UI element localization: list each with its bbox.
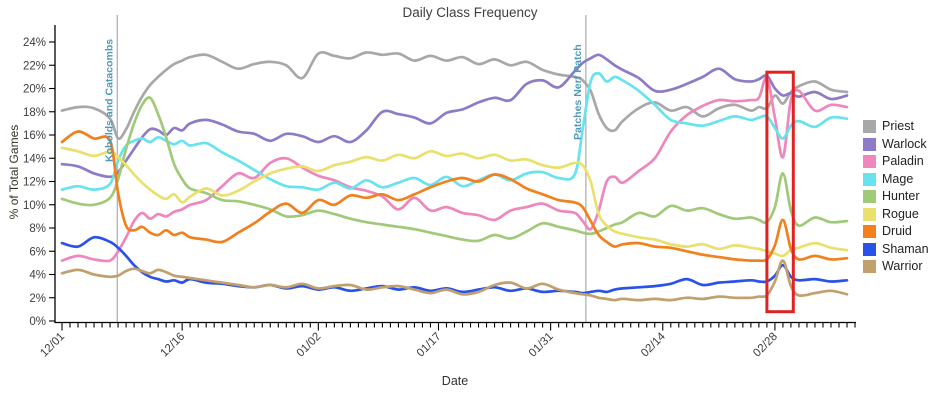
y-tick-label: 22% <box>23 60 46 72</box>
legend-item-priest: Priest <box>863 120 929 133</box>
y-tick-label: 12% <box>23 177 46 189</box>
y-tick-label: 16% <box>23 130 46 142</box>
x-tick-label: 12/01 <box>38 331 67 360</box>
y-tick-label: 2% <box>29 293 46 305</box>
legend-swatch-shaman <box>863 242 876 256</box>
x-axis-ticks: 12/01 12/16 01/02 01/17 01/31 02/14 02/28 <box>38 322 856 360</box>
x-tick-label: 01/31 <box>527 331 556 360</box>
x-tick-label: 01/17 <box>415 331 444 360</box>
x-tick-label: 01/02 <box>295 331 324 360</box>
legend-item-warrior: Warrior <box>863 260 929 273</box>
legend-label: Warrior <box>882 259 923 273</box>
x-tick-label: 02/14 <box>639 330 668 359</box>
legend-swatch-warrior <box>863 260 876 273</box>
legend-swatch-priest <box>863 120 876 133</box>
y-tick-label: 24% <box>23 37 46 49</box>
legend-label: Warlock <box>882 136 927 151</box>
y-axis-ticks: 0% 2% 4% 6% 8% 10% 12% 14% 16% 18% 20% 22% 24% <box>23 37 55 328</box>
legend-label: Shaman <box>882 241 929 256</box>
legend-label: Mage <box>882 171 914 186</box>
legend-item-mage: Mage <box>863 171 929 186</box>
legend: Priest Warlock Paladin Mage Hunter Rogue Druid… <box>863 120 929 273</box>
legend-label: Hunter <box>882 189 920 203</box>
series-line-hunter <box>60 96 849 243</box>
y-axis-title: % of Total Games <box>7 124 21 220</box>
y-tick-label: 0% <box>29 316 46 328</box>
legend-swatch-paladin <box>863 155 876 168</box>
axes <box>54 25 856 324</box>
legend-label: Paladin <box>882 154 924 168</box>
y-tick-label: 20% <box>23 84 46 96</box>
series-line-priest <box>60 50 849 141</box>
anomaly-highlight-box <box>765 70 795 314</box>
series-line-rogue <box>60 146 849 258</box>
event-annotation-labels: Kobolds and Catacombs Patches Nerf Patch <box>103 39 584 162</box>
event-label: Kobolds and Catacombs <box>103 39 115 162</box>
legend-item-rogue: Rogue <box>863 206 929 221</box>
series-lines <box>60 50 849 302</box>
series-line-paladin <box>60 76 849 263</box>
legend-label: Priest <box>882 119 914 133</box>
legend-item-druid: Druid <box>863 225 929 238</box>
x-tick-label: 02/28 <box>751 331 780 360</box>
chart-title: Daily Class Frequency <box>402 5 538 20</box>
legend-swatch-rogue <box>863 207 876 221</box>
series-line-warlock <box>60 53 849 179</box>
x-axis-title: Date <box>441 374 469 388</box>
series-line-mage <box>60 72 849 192</box>
series-line-druid <box>60 130 849 263</box>
y-tick-label: 14% <box>23 153 46 165</box>
x-tick-label: 12/16 <box>158 331 187 360</box>
legend-swatch-druid <box>863 225 876 238</box>
y-tick-label: 18% <box>23 107 46 119</box>
y-tick-label: 8% <box>29 223 46 235</box>
legend-swatch-warlock <box>863 137 876 151</box>
event-label: Patches Nerf Patch <box>572 44 584 140</box>
y-tick-label: 4% <box>29 270 46 282</box>
legend-label: Rogue <box>882 206 919 221</box>
event-annotation-lines <box>116 15 587 322</box>
y-tick-label: 6% <box>29 246 46 258</box>
legend-label: Druid <box>882 224 912 238</box>
y-tick-label: 10% <box>23 200 46 212</box>
legend-item-paladin: Paladin <box>863 155 929 168</box>
series-line-shaman <box>60 235 849 295</box>
legend-item-warlock: Warlock <box>863 136 929 151</box>
legend-item-shaman: Shaman <box>863 241 929 256</box>
legend-swatch-mage <box>863 172 876 186</box>
legend-swatch-hunter <box>863 190 876 203</box>
series-line-warrior <box>60 259 849 302</box>
legend-item-hunter: Hunter <box>863 190 929 203</box>
